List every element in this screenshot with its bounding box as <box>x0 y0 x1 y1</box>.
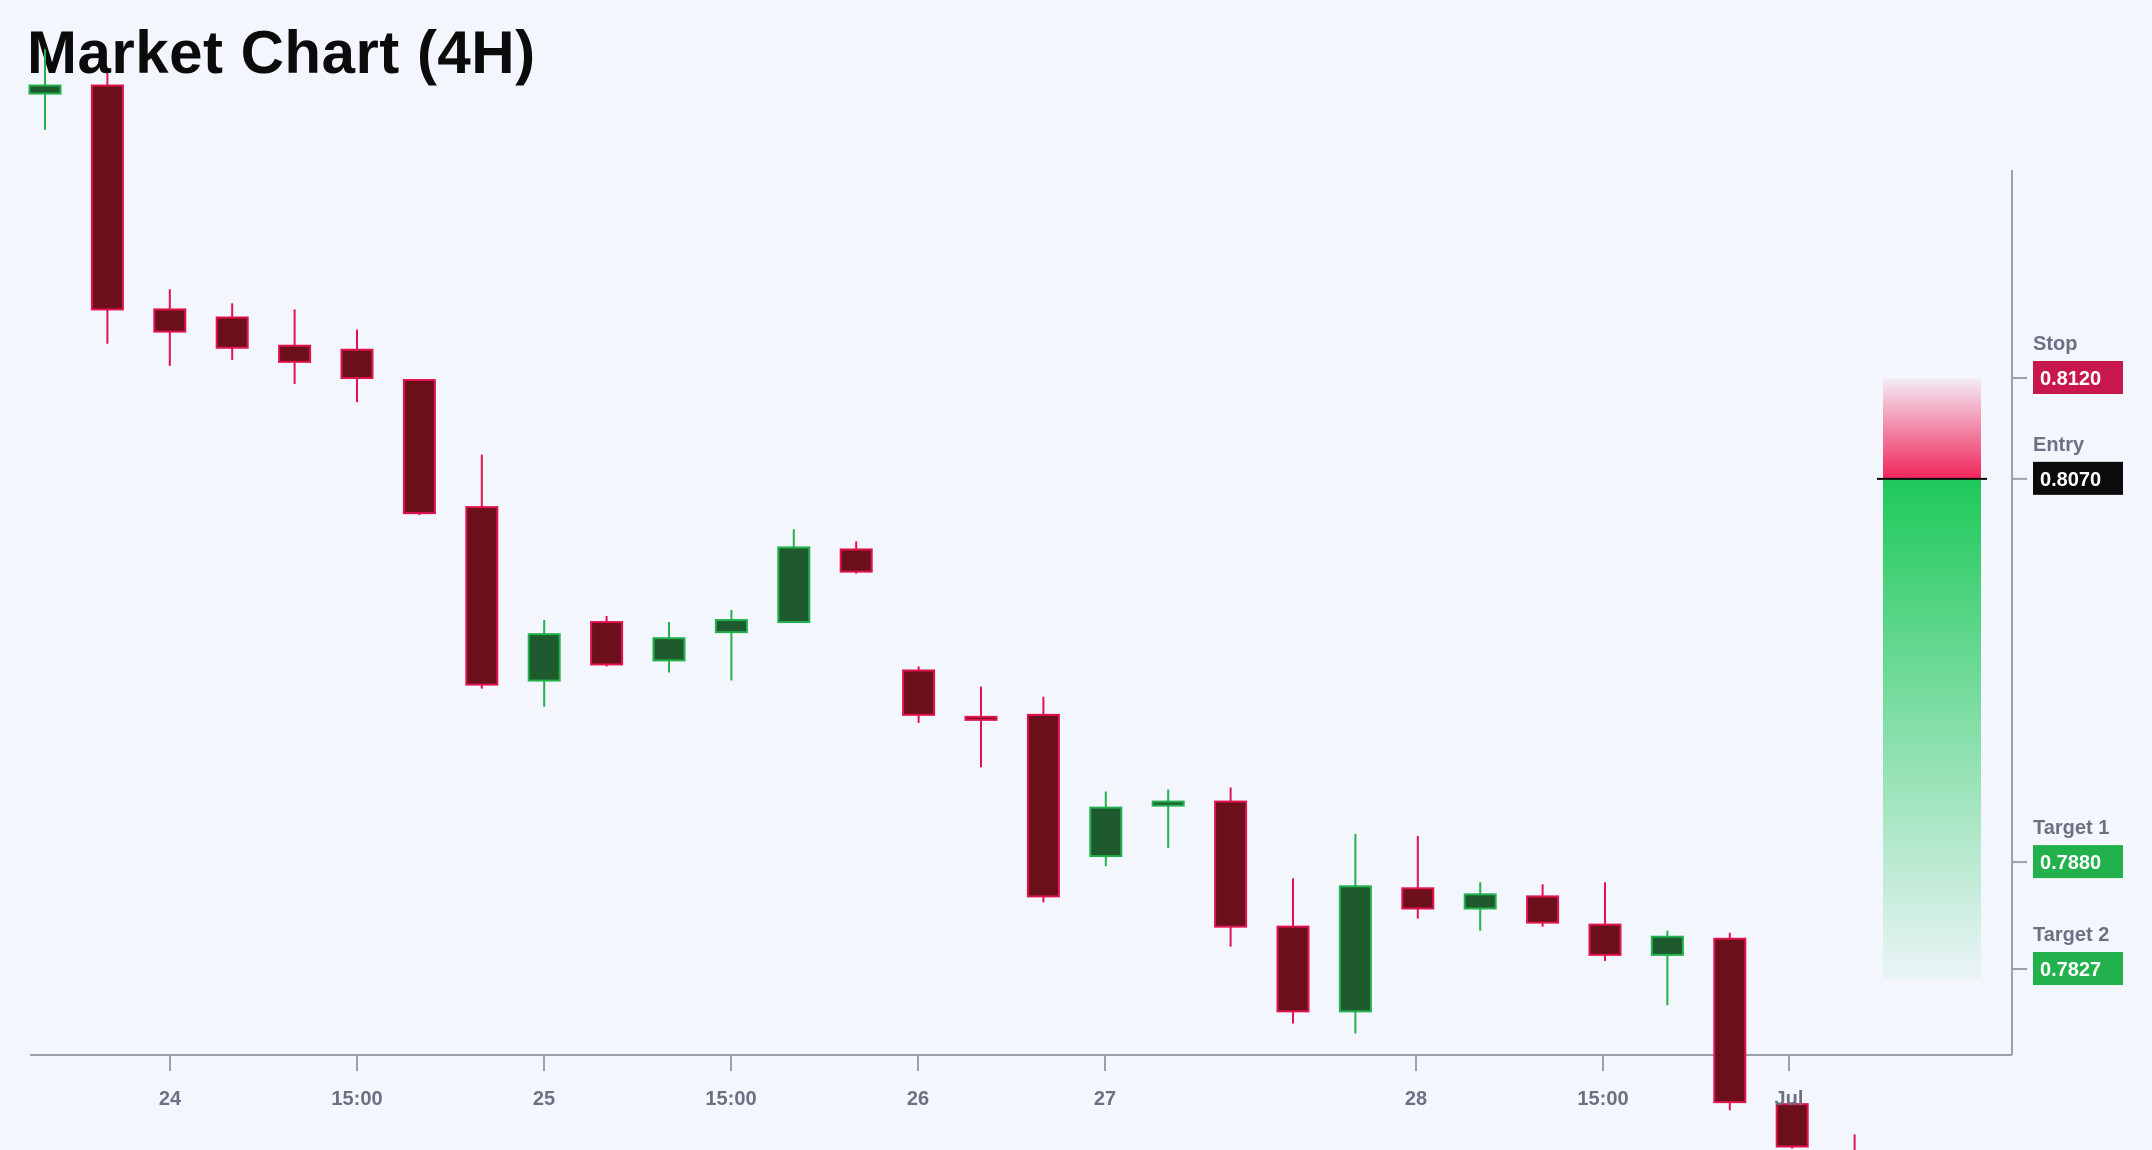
x-tick-label: 15:00 <box>705 1088 756 1110</box>
level-name: Entry <box>2033 434 2085 456</box>
level-value: 0.8070 <box>2040 469 2101 491</box>
candle-body <box>340 348 374 379</box>
candle-body <box>1588 923 1622 956</box>
x-tick-label: 15:00 <box>1577 1088 1628 1110</box>
level-badge <box>2033 461 2123 495</box>
x-axis-ticks: 24 15:00 25 15:00 26 27 28 15:00 Jul <box>159 1055 1804 1110</box>
candle-body <box>465 506 499 686</box>
candle-up <box>28 49 62 130</box>
candle-down <box>1214 787 1248 947</box>
candle-body <box>1089 806 1123 858</box>
candle-down <box>340 329 374 403</box>
candle-up <box>652 622 686 673</box>
candle-down <box>1853 1134 1856 1150</box>
candle-body <box>1775 1103 1809 1148</box>
trade-zones <box>1877 378 1987 979</box>
candle-body <box>28 84 62 95</box>
candle-down <box>590 616 624 667</box>
x-tick-label: 26 <box>907 1088 929 1110</box>
candle-up <box>777 529 811 624</box>
candle-body <box>153 308 187 333</box>
candle-body <box>839 548 873 573</box>
candle-up <box>1089 791 1123 867</box>
candle-down <box>90 73 124 344</box>
candle-body <box>1713 937 1747 1104</box>
candle-body <box>902 669 936 716</box>
candle-body <box>1463 893 1497 910</box>
candle-body <box>652 637 686 662</box>
candle-up <box>1338 833 1372 1034</box>
target-zone <box>1883 478 1981 979</box>
candle-body <box>90 84 124 311</box>
candle-body <box>777 546 811 624</box>
candle-body <box>1151 800 1185 807</box>
level-entry: Entry 0.8070 <box>2012 434 2123 495</box>
level-badge <box>2033 952 2123 985</box>
level-target-1: Target 1 0.7880 <box>2012 817 2123 879</box>
candle-body <box>1650 935 1684 956</box>
candle-down <box>1026 696 1060 903</box>
candle-down <box>1526 884 1560 927</box>
candle-down <box>964 686 998 768</box>
level-target-2: Target 2 0.7827 <box>2012 924 2123 985</box>
x-tick-label: Jul <box>1775 1088 1804 1110</box>
candle-down <box>902 666 936 723</box>
candle-body <box>402 379 436 515</box>
x-tick-label: 28 <box>1405 1088 1427 1110</box>
chart-title: Market Chart (4H) <box>27 19 536 86</box>
stop-zone <box>1883 378 1981 479</box>
candle-body <box>215 316 249 349</box>
candle-body <box>590 621 624 666</box>
candle-down <box>402 379 436 516</box>
candle-body <box>1214 800 1248 928</box>
candle-down <box>1401 835 1435 919</box>
level-name: Stop <box>2033 333 2077 355</box>
candle-down <box>215 303 249 360</box>
candle-down <box>1276 878 1310 1024</box>
candle-body <box>1338 885 1372 1013</box>
candle-down <box>465 454 499 689</box>
candle-down <box>839 541 873 574</box>
candle-up <box>1463 882 1497 931</box>
candle-up <box>1151 789 1185 848</box>
level-badge <box>2033 361 2123 394</box>
candle-body <box>964 715 998 721</box>
candle-down <box>278 309 312 385</box>
level-name: Target 2 <box>2033 924 2109 946</box>
candle-body <box>527 633 561 682</box>
x-tick-label: 15:00 <box>331 1088 382 1110</box>
x-tick-label: 24 <box>159 1088 182 1110</box>
level-stop: Stop 0.8120 <box>2012 333 2123 394</box>
candle-body <box>1526 895 1560 924</box>
candle-down <box>1775 1102 1809 1149</box>
candle-body <box>1026 713 1060 898</box>
chart-axes <box>30 170 2013 1056</box>
candle-down <box>153 289 187 366</box>
candle-body <box>1401 887 1435 910</box>
candle-down <box>1713 932 1747 1111</box>
level-value: 0.7880 <box>2040 852 2101 874</box>
candle-down <box>1588 882 1622 961</box>
level-value: 0.8120 <box>2040 368 2101 390</box>
candle-up <box>1650 930 1684 1006</box>
candles <box>28 49 1856 1150</box>
candle-body <box>714 619 748 634</box>
level-badge <box>2033 845 2123 879</box>
candle-body <box>1276 925 1310 1013</box>
candle-up <box>527 620 561 707</box>
x-tick-label: 25 <box>533 1088 555 1110</box>
candle-body <box>278 344 312 363</box>
level-value: 0.7827 <box>2040 959 2101 981</box>
level-name: Target 1 <box>2033 817 2109 839</box>
candle-up <box>714 609 748 681</box>
x-tick-label: 27 <box>1094 1088 1116 1110</box>
